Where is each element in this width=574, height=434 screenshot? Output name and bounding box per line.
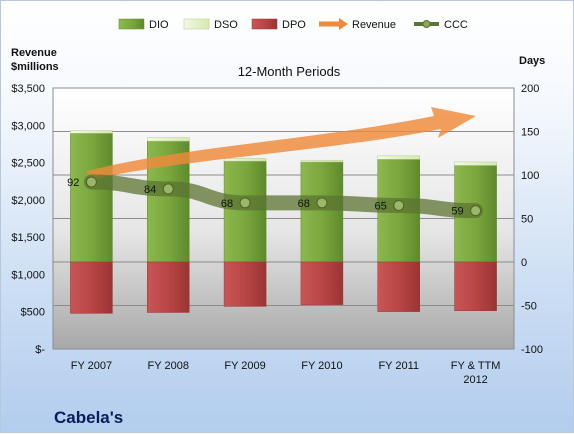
ccc-point-2 <box>239 197 251 209</box>
ccc-point-1 <box>162 183 174 195</box>
right-axis-title: Days <box>519 55 545 67</box>
x-tick-2: FY 2009 <box>224 360 265 372</box>
legend-item-dio: DIO <box>118 18 169 31</box>
legend-item-ccc: CCC <box>414 19 468 31</box>
bar-dio-3 <box>300 161 344 263</box>
right-tick-4: 100 <box>521 170 539 182</box>
legend-swatch-revenue <box>319 18 348 30</box>
axes: $- $500 $1,000 $1,500 $2,000 $2,500 $3,000 $3,5… <box>11 83 543 386</box>
legend-item-revenue: Revenue <box>319 18 396 31</box>
bar-dio-2 <box>223 160 267 263</box>
legend-item-dpo: DPO <box>251 18 306 31</box>
right-tick-3: 50 <box>521 214 533 226</box>
ccc-label-4: 65 <box>375 200 387 212</box>
ccc-label-0: 92 <box>67 177 79 189</box>
ccc-point-4 <box>393 199 405 211</box>
legend-swatch-dpo <box>251 18 278 30</box>
x-tick-0: FY 2007 <box>71 360 112 372</box>
bar-dso-1 <box>147 137 190 142</box>
chart-title: 12-Month Periods <box>238 64 341 79</box>
legend-swatch-dio <box>118 18 145 30</box>
ccc-point-0 <box>85 176 97 188</box>
left-tick-2: $1,000 <box>11 269 45 281</box>
legend: DIO DSO DPO Revenue CCC <box>118 18 468 31</box>
left-tick-1: $500 <box>21 307 45 319</box>
bar-dio-0 <box>70 132 113 263</box>
revenue-arrow <box>87 107 476 180</box>
ccc-point-5 <box>470 205 482 217</box>
bar-dpo-3 <box>300 261 344 305</box>
bar-dpo-5 <box>454 261 497 311</box>
gridlines <box>53 131 514 306</box>
x-tick-4: FY 2011 <box>378 360 419 372</box>
right-tick-6: 200 <box>521 83 539 95</box>
x-tick-5: FY & TTM <box>451 360 501 372</box>
left-tick-7: $3,500 <box>11 83 45 95</box>
ccc-line: 92 84 68 68 65 59 <box>67 174 484 219</box>
bar-dpo-1 <box>147 261 190 313</box>
ccc-label-1: 84 <box>144 184 156 196</box>
bar-dso-2 <box>223 158 267 162</box>
ccc-label-5: 59 <box>451 206 463 218</box>
bar-dso-5 <box>454 161 497 166</box>
left-tick-4: $2,000 <box>11 195 45 207</box>
bar-dso-4 <box>377 155 420 160</box>
legend-label-dpo: DPO <box>282 19 306 31</box>
legend-swatch-dso <box>183 18 210 30</box>
ccc-point-3 <box>316 197 328 209</box>
left-tick-3: $1,500 <box>11 232 45 244</box>
legend-label-ccc: CCC <box>444 19 468 31</box>
legend-label-dio: DIO <box>149 19 169 31</box>
left-tick-6: $3,000 <box>11 120 45 132</box>
left-axis-title-line1: Revenue <box>11 47 57 59</box>
right-tick-2: 0 <box>521 257 527 269</box>
left-axis-title-line2: $millions <box>11 61 59 73</box>
company-label: Cabela's <box>54 408 123 427</box>
right-tick-5: 150 <box>521 127 539 139</box>
x-tick-1: FY 2008 <box>148 360 189 372</box>
x-tick-line2-5: 2012 <box>463 374 487 386</box>
legend-label-revenue: Revenue <box>352 19 396 31</box>
right-tick-0: -100 <box>521 344 543 356</box>
right-tick-1: -50 <box>521 301 537 313</box>
bar-dpo-2 <box>223 261 267 307</box>
bar-dpo-0 <box>70 261 113 314</box>
bar-dso-0 <box>70 130 113 134</box>
ccc-line-path <box>83 174 484 219</box>
revenue-trend <box>87 107 476 180</box>
legend-label-dso: DSO <box>214 19 238 31</box>
ccc-label-3: 68 <box>298 198 310 210</box>
left-tick-0: $- <box>35 344 45 356</box>
legend-swatch-ccc-marker <box>422 20 431 28</box>
bar-dpo-4 <box>377 261 420 312</box>
left-tick-5: $2,500 <box>11 158 45 170</box>
bar-dso-3 <box>300 159 344 163</box>
ccc-label-2: 68 <box>221 198 233 210</box>
legend-item-dso: DSO <box>183 18 238 31</box>
x-tick-3: FY 2010 <box>301 360 342 372</box>
